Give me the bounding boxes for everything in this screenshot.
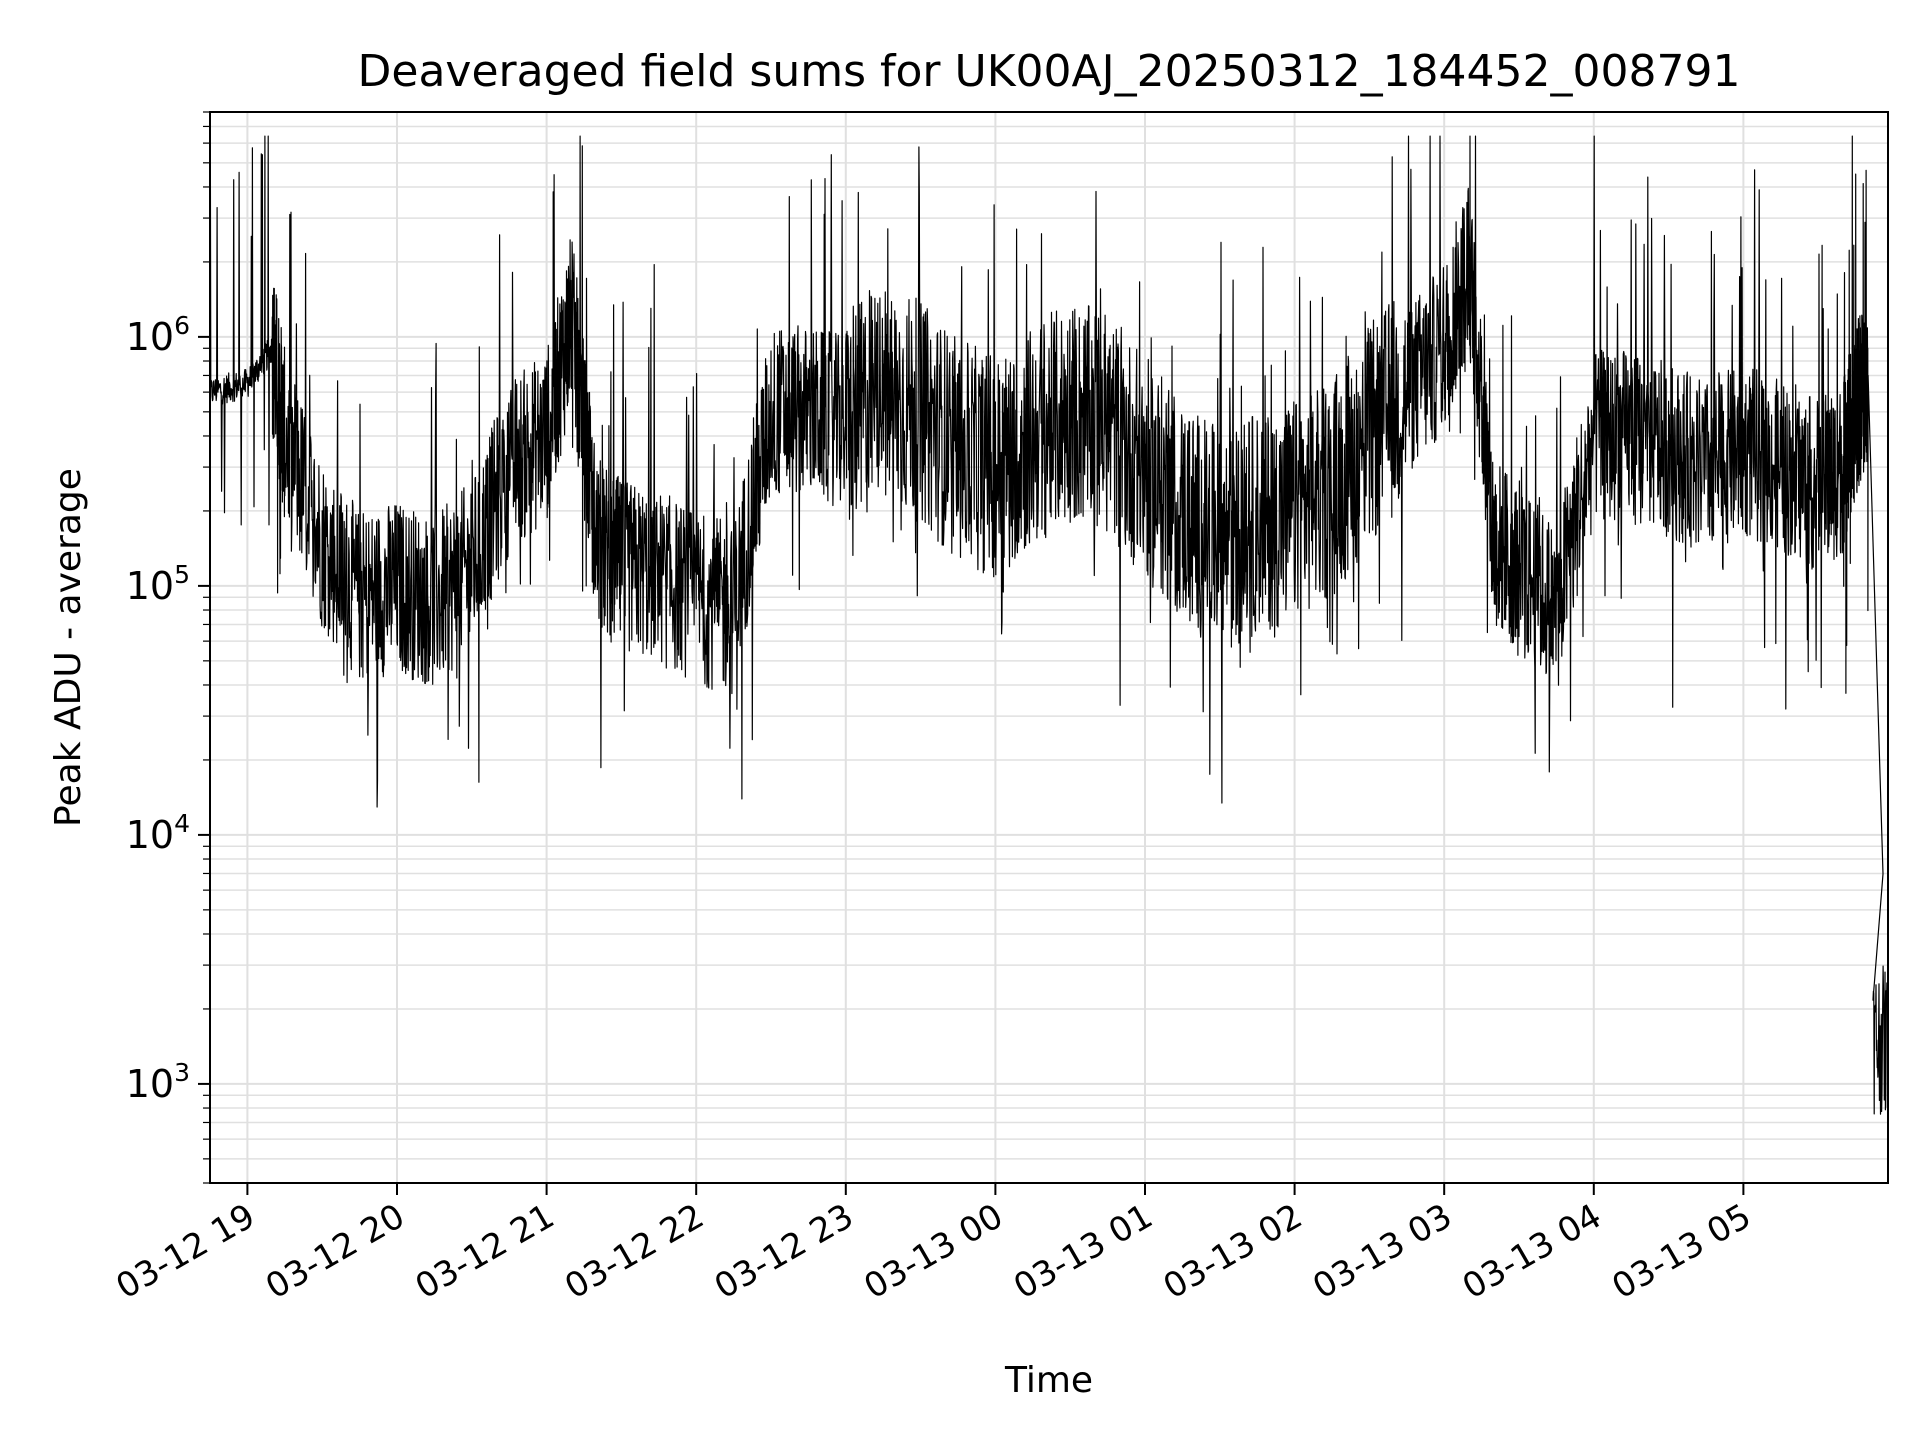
x-tick-label: 03-13 02 — [1157, 1196, 1309, 1307]
y-tick-label: 103 — [126, 1058, 190, 1106]
plot-area-frame — [209, 111, 1889, 1184]
y-tick-label: 104 — [126, 809, 190, 857]
x-tick-label: 03-13 04 — [1456, 1196, 1608, 1307]
x-tick-label: 03-13 01 — [1007, 1196, 1159, 1307]
x-tick-label: 03-12 22 — [558, 1196, 710, 1307]
x-axis-label: Time — [1004, 1360, 1093, 1401]
x-tick-label: 03-12 21 — [409, 1196, 561, 1307]
y-axis-label: Peak ADU - average — [48, 468, 89, 827]
x-tick-label: 03-13 03 — [1306, 1196, 1458, 1307]
x-tick-label: 03-13 00 — [858, 1196, 1010, 1307]
major-gridlines — [210, 112, 1888, 1183]
chart-title: Deaveraged field sums for UK00AJ_2025031… — [358, 46, 1741, 97]
x-tick-label: 03-13 05 — [1605, 1196, 1757, 1307]
series-line — [209, 135, 1889, 1115]
y-tick-label: 105 — [126, 560, 190, 608]
y-axis-ticks: 103 104 105 106 — [126, 311, 210, 1106]
y-tick-label: 106 — [126, 311, 190, 359]
x-tick-label: 03-12 20 — [259, 1196, 411, 1307]
x-tick-label: 03-12 23 — [708, 1196, 860, 1307]
x-tick-label: 03-12 19 — [110, 1196, 262, 1307]
